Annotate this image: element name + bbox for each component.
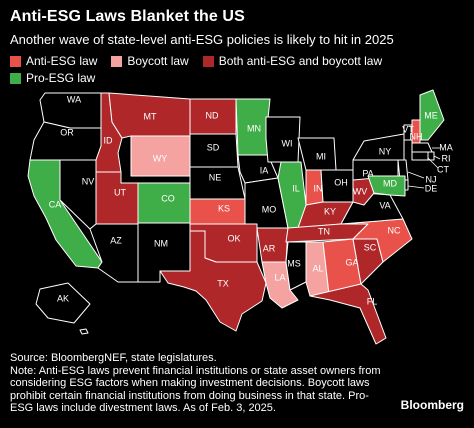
state-label-ky: KY [324, 206, 336, 216]
state-label-pa: PA [362, 168, 373, 178]
state-label-la: LA [274, 272, 285, 282]
chart-subtitle: Another wave of state-level anti-ESG pol… [10, 32, 394, 47]
state-label-ca: CA [49, 199, 62, 209]
legend-swatch-anti [10, 55, 21, 67]
state-label-mo: MO [262, 204, 277, 214]
us-map: WA OR CA NV ID MT WY UT AZ CO NM ND SD NE KS OK TX MN IA MO… [27, 89, 453, 345]
state-label-nd: ND [206, 110, 219, 120]
state-tx [159, 230, 267, 332]
state-label-il: IL [292, 183, 300, 193]
legend-item-pro: Pro-ESG law [10, 71, 95, 85]
state-label-ar: AR [263, 243, 276, 253]
state-md [367, 175, 406, 197]
state-label-ia: IA [260, 165, 269, 175]
legend-swatch-both [202, 55, 214, 67]
state-label-nj: NJ [426, 174, 437, 184]
state-label-wv: WV [353, 186, 368, 196]
state-label-al: AL [312, 263, 323, 273]
state-label-nm: NM [154, 238, 168, 248]
leader-line-ct [427, 157, 439, 169]
state-fl [309, 283, 387, 345]
leader-line-nj [407, 171, 425, 179]
state-label-id: ID [104, 135, 114, 145]
state-label-nc: NC [388, 225, 401, 235]
state-label-ny: NY [379, 146, 392, 156]
state-label-mn: MN [247, 123, 261, 133]
state-label-nh: NH [410, 131, 423, 141]
legend-row-1: Anti-ESG law Boycott law Both anti-ESG a… [10, 54, 396, 68]
state-label-ga: GA [345, 257, 358, 267]
state-ct [411, 151, 429, 161]
state-label-mt: MT [144, 111, 157, 121]
state-label-ne: NE [209, 172, 222, 182]
state-label-ct: CT [437, 164, 449, 174]
legend-item-both: Both anti-ESG and boycott law [202, 54, 383, 68]
state-label-me: ME [424, 110, 438, 120]
state-label-or: OR [60, 127, 74, 137]
state-label-mi: MI [316, 151, 326, 161]
state-label-tx: TX [217, 278, 229, 288]
state-ak [35, 282, 91, 324]
state-label-fl: FL [367, 296, 378, 306]
state-label-ak: AK [57, 293, 69, 303]
state-label-sd: SD [207, 142, 220, 152]
state-label-va: VA [379, 200, 390, 210]
state-label-ut: UT [114, 187, 126, 197]
state-ut [95, 171, 139, 225]
state-label-vt: VT [402, 124, 414, 134]
state-az [89, 223, 139, 283]
legend-label-pro: Pro-ESG law [26, 71, 96, 85]
state-label-wa: WA [67, 94, 81, 104]
legend-label-both: Both anti-ESG and boycott law [218, 54, 383, 68]
state-ms [285, 241, 307, 291]
state-label-nv: NV [82, 176, 95, 186]
state-me [419, 89, 445, 141]
state-label-de: DE [425, 183, 438, 193]
legend-swatch-boycott [111, 55, 123, 67]
state-label-oh: OH [334, 177, 348, 187]
legend-label-anti: Anti-ESG law [26, 54, 98, 68]
state-label-md: MD [383, 178, 397, 188]
state-label-ks: KS [218, 203, 230, 213]
state-label-ms: MS [287, 258, 301, 268]
state-hi [79, 328, 89, 335]
legend-label-boycott: Boycott law [127, 54, 189, 68]
state-label-ri: RI [442, 153, 451, 163]
legend-item-anti: Anti-ESG law [10, 54, 97, 68]
state-ma [411, 142, 433, 153]
state-label-sc: SC [364, 242, 377, 252]
leader-line-ri [433, 155, 441, 160]
state-nc [340, 218, 413, 263]
leader-line-de [407, 185, 425, 189]
footnote: Source: BloombergNEF, state legislatures… [10, 352, 381, 415]
state-label-ok: OK [227, 233, 240, 243]
chart-title: Anti-ESG Laws Blanket the US [10, 8, 245, 25]
legend-swatch-pro [10, 72, 21, 84]
state-label-wy: WY [153, 153, 168, 163]
state-label-co: CO [161, 193, 175, 203]
state-ny [352, 133, 405, 161]
legend-row-2: Pro-ESG law [10, 71, 109, 85]
state-label-ma: MA [439, 142, 453, 152]
legend-item-boycott: Boycott law [111, 54, 189, 68]
state-label-az: AZ [110, 235, 122, 245]
state-label-wi: WI [282, 138, 293, 148]
state-label-tn: TN [318, 226, 330, 236]
state-label-in: IN [314, 183, 323, 193]
bloomberg-logo: Bloomberg [400, 398, 464, 412]
